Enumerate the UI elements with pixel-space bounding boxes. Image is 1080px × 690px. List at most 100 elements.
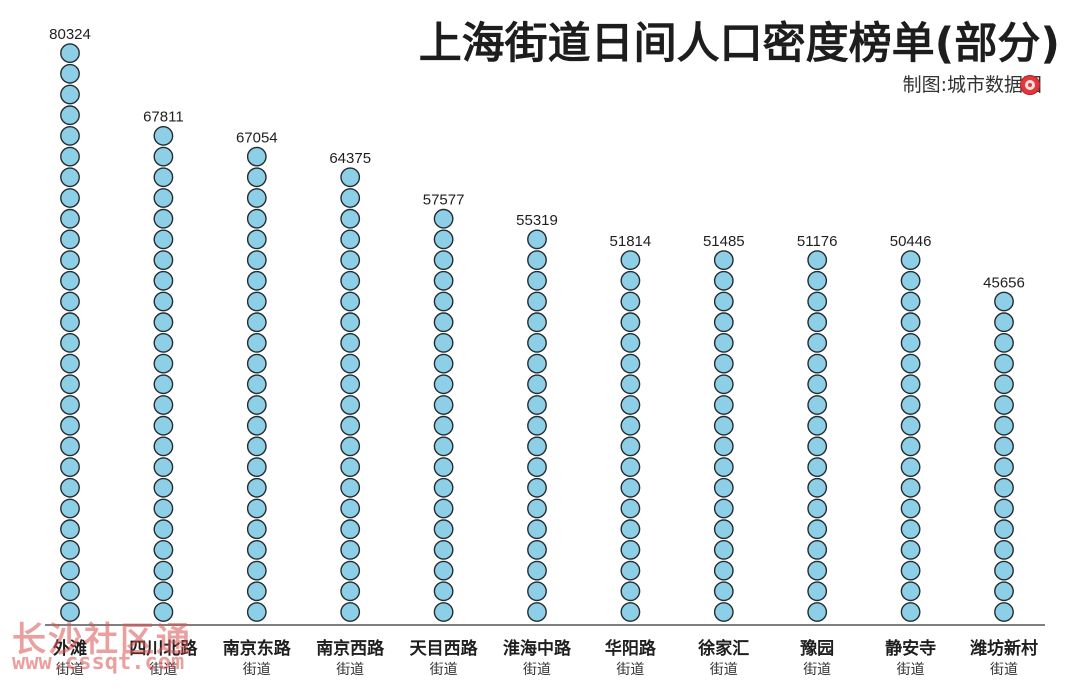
bar-columns xyxy=(60,43,1014,622)
bar-unit-circle xyxy=(994,477,1014,498)
category-suffix-label: 街道 xyxy=(243,662,271,678)
bar-unit-circle xyxy=(153,560,174,581)
bar-unit-circle xyxy=(246,250,267,271)
bar-unit-circle xyxy=(620,457,641,477)
bar-unit-circle xyxy=(246,436,267,457)
bar-unit-circle xyxy=(713,415,734,436)
chart-credit: 制图:城市数据团 xyxy=(902,74,1042,96)
bar-unit-circle xyxy=(433,353,454,374)
bar-unit-circle xyxy=(807,477,828,498)
bar-unit-circle xyxy=(246,188,267,208)
chart-title: 上海街道日间人口密度榜单(部分) xyxy=(418,19,1060,69)
bar-unit-circle xyxy=(153,146,174,167)
bar-unit-circle xyxy=(527,581,547,602)
bar-unit-circle xyxy=(900,291,921,312)
bar-unit-circle xyxy=(246,540,267,560)
bar-unit-circle xyxy=(433,332,454,353)
bar-unit-circle xyxy=(153,167,174,188)
bar-unit-circle xyxy=(713,540,734,560)
bar-unit-circle xyxy=(620,560,641,581)
bar-unit-circle xyxy=(153,312,174,333)
bar-column xyxy=(807,250,828,622)
bar-unit-circle xyxy=(713,436,734,457)
bar-unit-circle xyxy=(900,519,921,540)
category-suffix-label: 街道 xyxy=(710,662,738,678)
bar-unit-circle xyxy=(246,457,267,477)
bar-unit-circle xyxy=(713,560,734,581)
bar-unit-circle xyxy=(994,457,1014,477)
bar-unit-circle xyxy=(713,291,734,312)
bar-unit-circle xyxy=(60,477,80,498)
bar-unit-circle xyxy=(246,602,267,622)
bar-value-label: 57577 xyxy=(423,192,465,209)
bar-unit-circle xyxy=(900,374,921,395)
bar-unit-circle xyxy=(153,250,174,271)
bar-unit-circle xyxy=(246,332,267,353)
bar-unit-circle xyxy=(153,477,174,498)
bar-unit-circle xyxy=(246,374,267,395)
bar-unit-circle xyxy=(60,43,80,63)
bar-unit-circle xyxy=(900,395,921,415)
bar-unit-circle xyxy=(900,602,921,622)
bar-unit-circle xyxy=(246,146,267,167)
category-label: 潍坊新村 xyxy=(970,638,1038,659)
bar-unit-circle xyxy=(153,415,174,436)
bar-unit-circle xyxy=(713,602,734,622)
category-suffix-label: 街道 xyxy=(803,662,831,678)
bar-unit-circle xyxy=(246,477,267,498)
bar-unit-circle xyxy=(340,208,361,229)
bar-unit-circle xyxy=(60,291,80,312)
bar-column xyxy=(246,146,267,622)
bar-unit-circle xyxy=(153,540,174,560)
bar-unit-circle xyxy=(153,457,174,477)
bar-unit-circle xyxy=(246,291,267,312)
bar-unit-circle xyxy=(60,63,80,84)
bar-unit-circle xyxy=(60,519,80,540)
bar-unit-circle xyxy=(900,250,921,271)
bar-unit-circle xyxy=(246,167,267,188)
bar-unit-circle xyxy=(60,436,80,457)
bar-unit-circle xyxy=(433,540,454,560)
bar-unit-circle xyxy=(807,353,828,374)
bar-unit-circle xyxy=(620,332,641,353)
bar-unit-circle xyxy=(807,602,828,622)
bar-unit-circle xyxy=(340,353,361,374)
bar-unit-circle xyxy=(153,229,174,250)
bar-unit-circle xyxy=(807,436,828,457)
bar-unit-circle xyxy=(620,415,641,436)
bar-unit-circle xyxy=(620,353,641,374)
bar-value-label: 50446 xyxy=(890,233,932,250)
bar-unit-circle xyxy=(340,291,361,312)
bar-unit-circle xyxy=(527,415,547,436)
bar-unit-circle xyxy=(713,374,734,395)
bar-value-label: 45656 xyxy=(983,274,1025,291)
category-label: 静安寺 xyxy=(885,638,936,659)
bar-value-label: 51485 xyxy=(703,233,745,250)
bar-unit-circle xyxy=(807,312,828,333)
category-label: 四川北路 xyxy=(129,638,198,659)
bar-unit-circle xyxy=(340,540,361,560)
bar-unit-circle xyxy=(620,312,641,333)
bar-unit-circle xyxy=(246,519,267,540)
bar-column xyxy=(527,229,547,622)
bar-unit-circle xyxy=(713,395,734,415)
bar-unit-circle xyxy=(713,519,734,540)
bar-column xyxy=(340,167,361,622)
bar-unit-circle xyxy=(527,332,547,353)
bar-unit-circle xyxy=(340,560,361,581)
category-label: 南京西路 xyxy=(316,638,385,659)
bar-unit-circle xyxy=(433,229,454,250)
bar-unit-circle xyxy=(340,457,361,477)
bar-unit-circle xyxy=(527,229,547,250)
bar-unit-circle xyxy=(340,498,361,519)
bar-unit-circle xyxy=(713,270,734,291)
bar-unit-circle xyxy=(994,519,1014,540)
bar-unit-circle xyxy=(153,395,174,415)
bar-unit-circle xyxy=(246,312,267,333)
bar-unit-circle xyxy=(900,312,921,333)
bar-unit-circle xyxy=(433,560,454,581)
category-suffix-label: 街道 xyxy=(523,662,551,678)
bar-unit-circle xyxy=(807,395,828,415)
bar-unit-circle xyxy=(807,581,828,602)
bar-unit-circle xyxy=(433,602,454,622)
